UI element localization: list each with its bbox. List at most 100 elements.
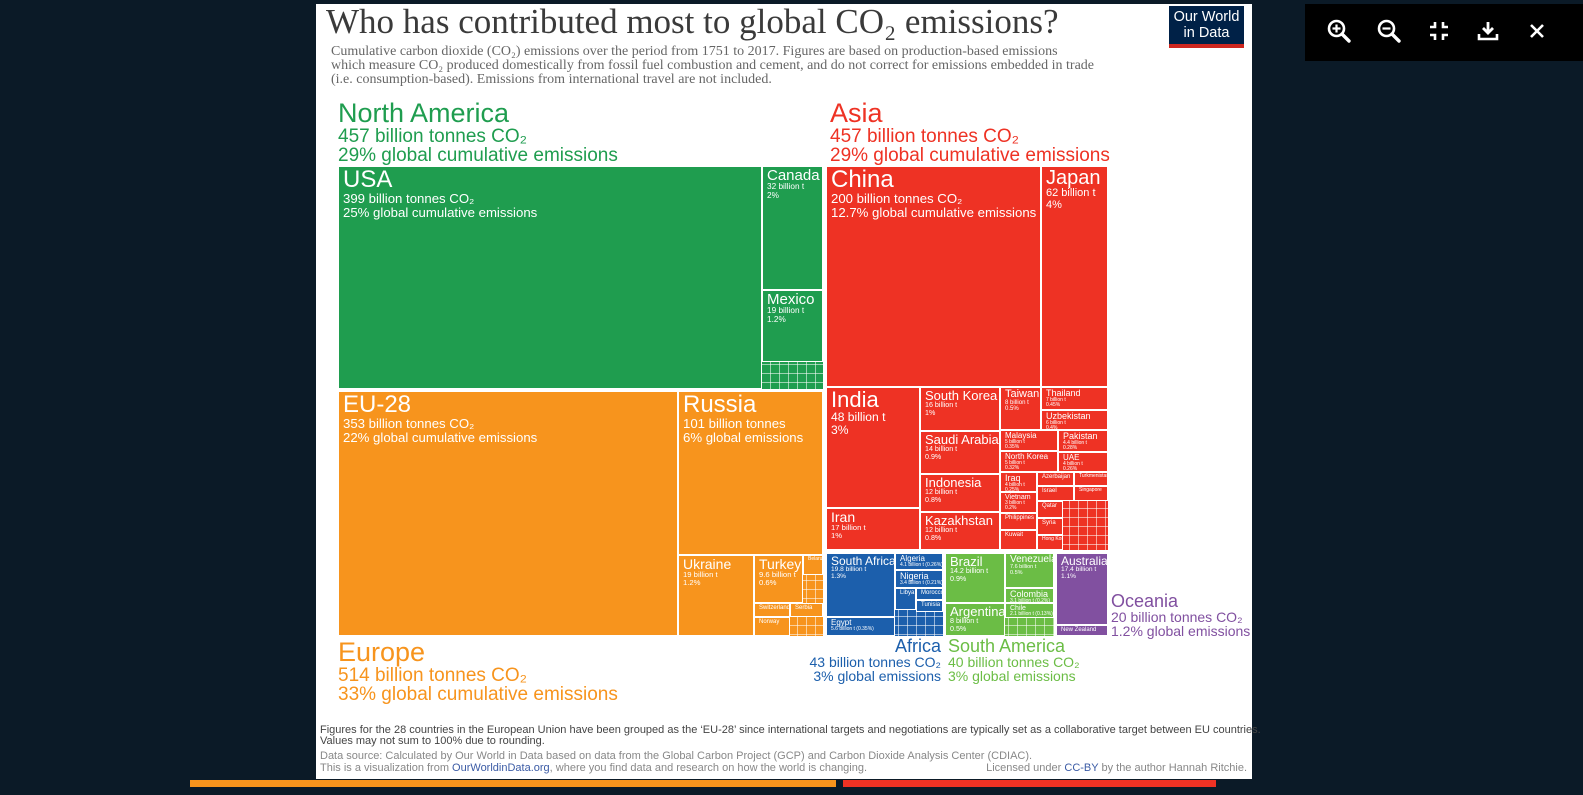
text: Licensed under (986, 762, 1065, 774)
region-name: Africa (894, 636, 941, 656)
download-button[interactable] (1475, 18, 1501, 44)
country-detail: 200 billion tonnes CO₂ (831, 191, 963, 207)
region-detail: 20 billion tonnes CO₂ (1111, 609, 1243, 625)
country-name: Uzbekistan (1046, 411, 1091, 421)
region-detail: 43 billion tonnes CO₂ (809, 654, 941, 670)
country-box: India 48 billion t 3% (826, 387, 920, 508)
country-box: Canada 32 billion t 2% (762, 166, 823, 290)
country-name: Japan (1046, 167, 1101, 189)
country-detail: 0.8% (925, 495, 942, 504)
country-name: Tunisia (921, 602, 941, 608)
country-box: Switzerland (754, 603, 790, 617)
link[interactable]: OurWorldinData.org (452, 762, 550, 774)
country-name: Nigeria (900, 571, 929, 581)
country-detail: 1.2% (683, 578, 701, 588)
country-box: Azerbaijan (1037, 472, 1074, 486)
country-detail: 0.35% (1005, 444, 1020, 451)
country-detail: 0.9% (950, 574, 967, 583)
source: Data source: Calculated by Our World in … (320, 750, 1033, 762)
country-name: Venezuela (1010, 554, 1054, 565)
region-name: Europe (338, 637, 426, 667)
link[interactable]: CC-BY (1064, 762, 1099, 774)
region-detail: 29% global cumulative emissions (338, 145, 618, 166)
country-box: South Korea 16 billion t 1% (920, 387, 1000, 431)
region-detail: 3% global emissions (948, 668, 1076, 684)
country-name: Saudi Arabia (925, 432, 999, 447)
country-name: Colombia (1010, 589, 1049, 599)
country-detail: 62 billion t (1046, 187, 1096, 200)
country-name: Libya (900, 590, 915, 596)
region-label: Oceania 20 billion tonnes CO₂ 1.2% global … (1111, 592, 1250, 638)
country-name: Egypt (831, 618, 852, 627)
country-detail: 6% global emissions (683, 429, 804, 445)
country-name: Indonesia (925, 475, 982, 490)
close-button[interactable] (1524, 18, 1550, 44)
country-name: UAE (1063, 453, 1080, 462)
country-detail: 4 billion t (1063, 461, 1083, 468)
country-detail: 2% (767, 190, 779, 200)
country-box: China 200 billion tonnes CO₂ 12.7% global … (826, 166, 1041, 387)
country-detail: 4.1 billion t (0.26%) (900, 562, 943, 569)
region-label: Europe 514 billion tonnes CO₂ 33% global c… (338, 637, 618, 705)
country-detail: 0.28% (1063, 445, 1078, 452)
background-strip (190, 780, 836, 787)
region-detail: 1.2% global emissions (1111, 623, 1251, 639)
country-name: New Zealand (1061, 627, 1097, 633)
exit-fullscreen-button[interactable] (1426, 18, 1452, 44)
country-box: Ukraine 19 billion t 1.2% (678, 555, 754, 636)
country-detail: 0.6% (759, 578, 777, 588)
country-box: Iran 17 billion t 1% (826, 508, 920, 550)
country-box: Turkey 9.6 billion t 0.6% (754, 555, 803, 603)
country-box: North Korea 5 billion t 0.32% (1000, 451, 1058, 472)
logo[interactable]: Our World in Data (1169, 6, 1244, 48)
country-detail: 0.2% (1005, 505, 1017, 512)
country-name: Taiwan (1005, 388, 1040, 400)
region-detail: 457 billion tonnes CO₂ (830, 126, 1020, 147)
subtitle: which measure CO₂ produced domestically … (331, 58, 1095, 73)
subtitle: Cumulative carbon dioxide (CO₂) emission… (331, 44, 1058, 59)
country-name: Russia (683, 391, 757, 418)
country-box: Japan 62 billion t 4% (1041, 166, 1108, 387)
region-label: Africa 43 billion tonnes CO₂ 3% global emi… (809, 637, 941, 683)
country-detail: 3% (831, 422, 849, 437)
country-name: USA (343, 166, 393, 193)
country-detail: 0.9% (925, 452, 942, 461)
country-detail: 12.7% global cumulative emissions (831, 204, 1037, 220)
country-box: UAE 4 billion t 0.26% (1058, 452, 1108, 472)
country-detail: 0.25% (1005, 487, 1020, 492)
country-detail: 0.45% (1046, 402, 1061, 409)
text: , where you find data and research on ho… (549, 762, 868, 774)
country-box: South Africa 19.8 billion t 1.3% (826, 553, 895, 617)
country-detail: 1.3% (831, 572, 847, 580)
country-detail: 4.4 billion t (1063, 440, 1087, 447)
country-name: Argentina (950, 604, 1005, 619)
logo-text: Our World (1173, 9, 1240, 25)
country-name: Israel (1042, 488, 1057, 494)
country-detail: 5 billion t (1005, 460, 1025, 467)
country-detail: 14.2 billion t (950, 567, 989, 576)
country-box: Libya (895, 588, 916, 610)
country-name: Ukraine (683, 556, 732, 572)
country-box: Philippines (1000, 513, 1037, 530)
country-name: Vietnam (1005, 494, 1031, 501)
country-name: China (831, 166, 894, 193)
country-detail: 0.32% (1005, 465, 1020, 472)
country-name: Philippines (1005, 515, 1035, 521)
title: Who has contributed most to global CO₂ e… (326, 2, 1059, 41)
country-box: Mexico 19 billion t 1.2% (762, 290, 823, 362)
region-label: South America 40 billion tonnes CO₂ 3% glo… (948, 637, 1080, 683)
zoom-out-button[interactable] (1376, 18, 1402, 44)
country-name: Serbia (795, 605, 813, 611)
country-name: Algeria (900, 554, 925, 563)
country-name: Thailand (1046, 388, 1081, 398)
country-name: India (831, 387, 879, 412)
zoom-in-button[interactable] (1326, 18, 1352, 44)
country-detail: 1% (925, 408, 936, 417)
country-detail: 19.8 billion t (831, 566, 867, 574)
country-detail: 7 billion t (1046, 397, 1066, 404)
country-box: Singapore (1074, 486, 1108, 501)
toolbar (1305, 4, 1583, 61)
country-detail: 7.6 billion t (1010, 564, 1037, 571)
region-detail: 29% global cumulative emissions (830, 145, 1110, 166)
country-box: Serbia (790, 603, 823, 617)
